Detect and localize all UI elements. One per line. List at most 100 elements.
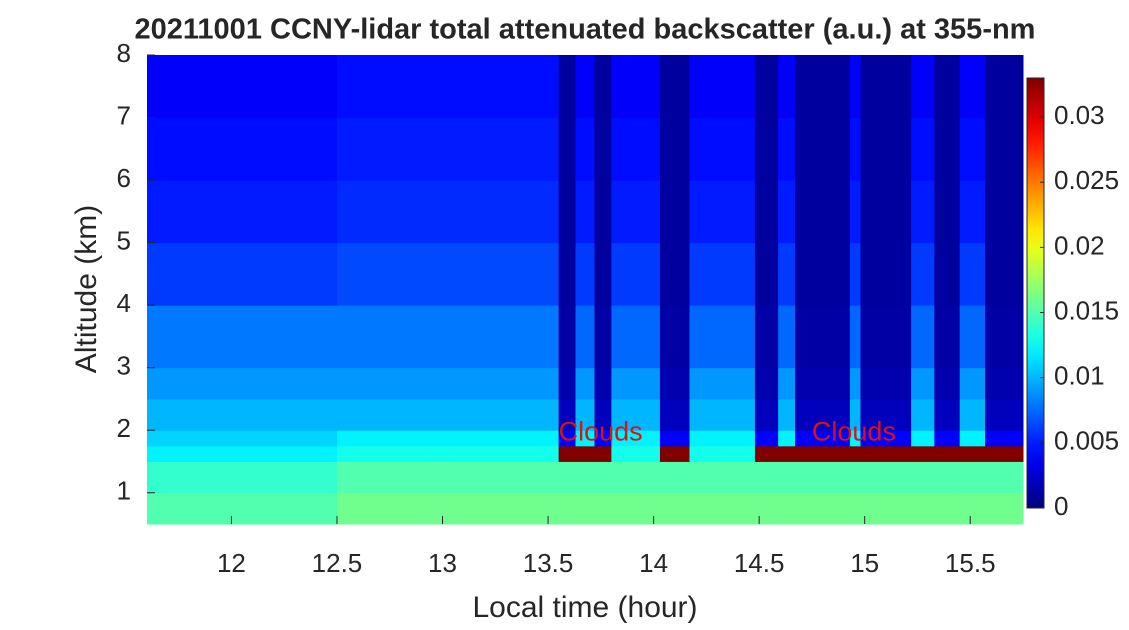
y-tick-label: 4 <box>117 288 131 318</box>
y-tick-label: 3 <box>117 351 131 381</box>
heatmap-cell <box>442 367 496 400</box>
heatmap-cell <box>959 367 986 400</box>
heatmap-cell <box>284 430 338 447</box>
heatmap-cell <box>442 445 496 462</box>
heatmap-cell <box>147 180 190 244</box>
heatmap-cell <box>795 305 851 369</box>
heatmap-cell <box>778 398 796 431</box>
heatmap-cell <box>689 305 756 369</box>
heatmap-cell <box>189 55 232 119</box>
heatmap-cell <box>985 55 1024 119</box>
heatmap-cell <box>594 180 612 244</box>
heatmap-cell <box>336 492 391 525</box>
heatmap-cell <box>558 242 577 306</box>
heatmap-cell <box>575 445 595 462</box>
heatmap-cell <box>389 367 444 400</box>
heatmap-cell <box>442 398 496 431</box>
x-tick-label: 15 <box>850 548 879 578</box>
heatmap-cell <box>495 492 560 525</box>
heatmap-cell <box>575 461 595 494</box>
heatmap-cell <box>495 242 560 306</box>
heatmap-cell <box>147 398 190 431</box>
heatmap-cell <box>778 461 796 494</box>
heatmap-cell <box>611 445 661 462</box>
heatmap-cell <box>336 55 391 119</box>
heatmap-cell <box>849 461 861 494</box>
heatmap-cell <box>778 367 796 400</box>
heatmap-cell <box>849 430 861 447</box>
y-tick-label: 1 <box>117 476 131 506</box>
heatmap-cell <box>754 117 779 181</box>
heatmap-cell <box>959 117 986 181</box>
heatmap-cell <box>754 242 779 306</box>
heatmap-cell <box>442 117 496 181</box>
heatmap-cell <box>911 117 935 181</box>
heatmap-cell <box>860 445 912 462</box>
heatmap-cell <box>689 445 756 462</box>
heatmap-cell <box>754 398 779 431</box>
heatmap-cell <box>860 367 912 400</box>
heatmap-cell <box>284 398 338 431</box>
heatmap-cell <box>849 367 861 400</box>
heatmap-cell <box>231 445 285 462</box>
heatmap-cell <box>795 461 851 494</box>
colorbar-tick-label: 0.01 <box>1054 361 1105 391</box>
heatmap-cell <box>231 55 285 119</box>
heatmap-cell <box>985 430 1024 447</box>
heatmap-cell <box>575 55 595 119</box>
heatmap-cell <box>959 430 986 447</box>
y-axis-label: Altitude (km) <box>70 205 103 373</box>
heatmap-cell <box>659 242 690 306</box>
heatmap-cell <box>959 398 986 431</box>
heatmap-cell <box>336 367 391 400</box>
heatmap-cell <box>659 305 690 369</box>
heatmap-cell <box>689 55 756 119</box>
heatmap-cell <box>558 445 577 462</box>
heatmap-cell <box>575 430 595 447</box>
heatmap-cell <box>147 461 190 494</box>
heatmap-cell <box>985 305 1024 369</box>
heatmap-cell <box>778 305 796 369</box>
heatmap-cell <box>495 398 560 431</box>
colorbar-tick-label: 0.015 <box>1054 295 1119 325</box>
y-tick-label: 6 <box>117 163 131 193</box>
heatmap-cell <box>754 461 779 494</box>
heatmap-cell <box>611 430 661 447</box>
heatmap-cell <box>754 492 779 525</box>
heatmap-cell <box>189 305 232 369</box>
heatmap-cell <box>934 367 961 400</box>
heatmap-cell <box>659 55 690 119</box>
heatmap-cell <box>284 55 338 119</box>
heatmap-cell <box>495 461 560 494</box>
heatmap-cell <box>389 398 444 431</box>
heatmap-cell <box>189 367 232 400</box>
heatmap-cell <box>659 117 690 181</box>
heatmap-cell <box>575 305 595 369</box>
heatmap-cell <box>849 242 861 306</box>
heatmap-cell <box>860 492 912 525</box>
heatmap-cell <box>778 117 796 181</box>
heatmap-cell <box>934 461 961 494</box>
heatmap-cell <box>147 305 190 369</box>
heatmap-cell <box>147 492 190 525</box>
x-axis-label: Local time (hour) <box>472 591 697 624</box>
heatmap-cell <box>795 55 851 119</box>
heatmap-cell <box>689 492 756 525</box>
heatmap-cell <box>611 180 661 244</box>
heatmap-cell <box>849 492 861 525</box>
heatmap-cell <box>575 367 595 400</box>
heatmap-cell <box>389 461 444 494</box>
heatmap-cell <box>594 398 612 431</box>
heatmap-cell <box>189 398 232 431</box>
heatmap-cell <box>778 55 796 119</box>
colorbar <box>1026 77 1045 509</box>
heatmap-cell <box>147 117 190 181</box>
heatmap-cell <box>860 398 912 431</box>
heatmap-cell <box>959 242 986 306</box>
heatmap-cell <box>442 430 496 447</box>
heatmap-cell <box>849 117 861 181</box>
heatmap-cell <box>689 367 756 400</box>
heatmap-cell <box>754 305 779 369</box>
heatmap-cell <box>558 55 577 119</box>
x-tick-label: 13 <box>428 548 457 578</box>
